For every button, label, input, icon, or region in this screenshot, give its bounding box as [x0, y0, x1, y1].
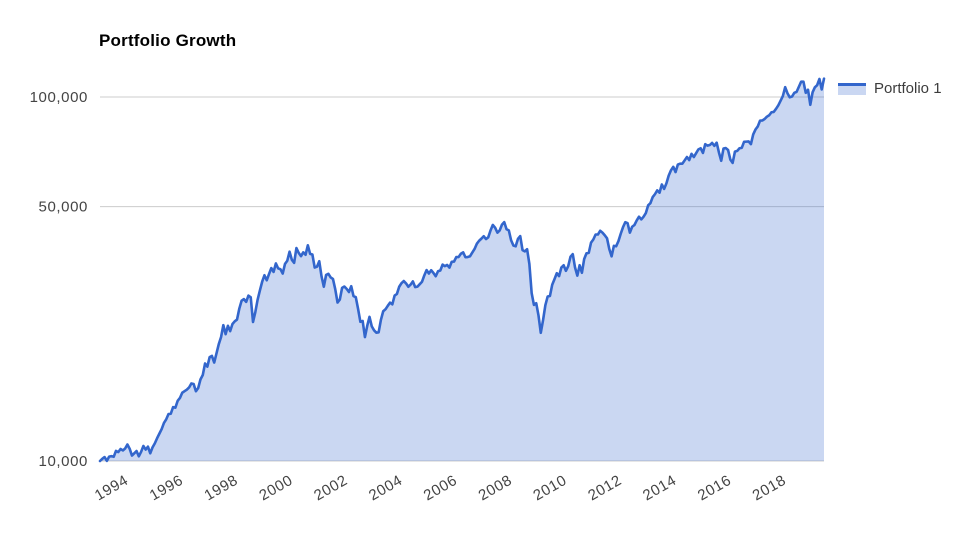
x-axis-tick-label: 2008 [476, 472, 515, 505]
y-axis-tick-label: 50,000 [39, 199, 88, 216]
chart-title: Portfolio Growth [99, 31, 237, 50]
x-axis-tick-label: 2004 [366, 472, 405, 505]
y-axis-tick-label: 10,000 [39, 453, 88, 470]
gridlines [100, 96, 824, 462]
x-axis-tick-label: 1994 [92, 472, 131, 505]
x-axis-tick-label: 2010 [530, 472, 569, 505]
y-axis-labels: 10,000 50,000 100,000 [30, 89, 88, 470]
legend-item-portfolio-1[interactable]: Portfolio 1 [838, 80, 942, 97]
series-line [98, 77, 826, 463]
chart-legend: Portfolio 1 [838, 80, 942, 97]
x-axis-labels: 1994 1996 1998 2000 2002 2004 2006 2008 2010 2012… [92, 472, 789, 505]
x-axis-tick-label: 2002 [311, 472, 350, 505]
x-axis-tick-label: 2014 [640, 472, 679, 505]
x-axis-tick-label: 2000 [256, 472, 295, 505]
y-axis-tick-label: 100,000 [30, 89, 88, 106]
x-axis-tick-label: 1998 [202, 472, 241, 505]
series-color-swatch-icon [838, 82, 866, 95]
x-axis-tick-label: 2006 [421, 472, 460, 505]
x-axis-tick-label: 2016 [695, 472, 734, 505]
series-area-fill [100, 78, 824, 461]
x-axis-tick-label: 1996 [147, 472, 186, 505]
x-axis-tick-label: 2018 [750, 472, 789, 505]
x-axis-tick-label: 2012 [585, 472, 624, 505]
legend-item-label: Portfolio 1 [874, 80, 942, 97]
